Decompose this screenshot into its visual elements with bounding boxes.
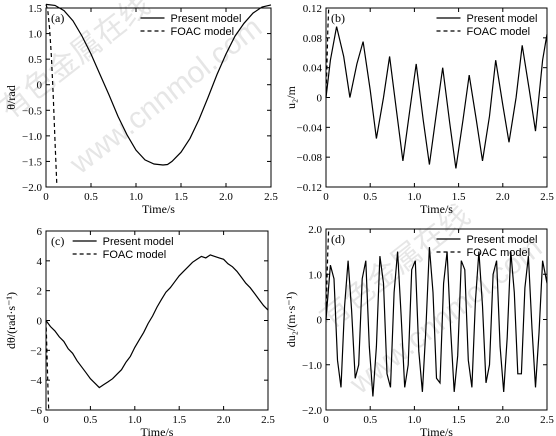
y-tick-label: 0.5 <box>28 54 42 66</box>
x-tick-label: 0.5 <box>84 414 98 426</box>
x-tick-label: 0 <box>323 191 329 203</box>
legend-entry-present-model: Present model <box>467 13 538 25</box>
legend-entry-foac-model: FOAC model <box>467 247 531 259</box>
y-axis-label: u₂/m <box>284 85 298 109</box>
y-tick-label: 1.0 <box>28 29 42 41</box>
y-tick-label: −2.0 <box>22 182 42 194</box>
y-tick-label: 4 <box>37 256 43 268</box>
y-tick-label: 0.08 <box>303 33 323 45</box>
y-tick-label: −0.12 <box>297 182 322 194</box>
y-tick-label: 1.0 <box>308 269 322 281</box>
x-tick-label: 0.5 <box>84 191 98 203</box>
y-tick-label: 2.0 <box>308 224 322 236</box>
x-tick-label: 1.5 <box>452 191 466 203</box>
x-tick-label: 0.5 <box>363 414 377 426</box>
x-tick-label: 0.5 <box>363 191 377 203</box>
x-tick-label: 2.5 <box>540 414 554 426</box>
y-tick-label: 0 <box>317 315 323 327</box>
legend-entry-foac-model: FOAC model <box>171 26 235 38</box>
x-axis-label: Time/s <box>420 425 453 436</box>
panel-label: (a) <box>51 11 64 25</box>
x-tick-label: 0 <box>323 414 329 426</box>
legend-entry-present-model: Present model <box>103 236 174 248</box>
y-tick-label: 0 <box>37 316 43 328</box>
y-tick-label: −4 <box>30 375 42 387</box>
series-line-present-model <box>45 3 272 166</box>
x-tick-label: 1.5 <box>174 191 188 203</box>
x-tick-label: 2.5 <box>264 191 278 203</box>
chart-panel-4: 0 0.5 1.0 1.5 2.0 2.5 2.0 1.0 0 −1.0 −2.0 Time/s du₂… <box>284 224 554 436</box>
y-tick-label: −0.08 <box>297 152 323 164</box>
y-tick-label: 2 <box>37 286 43 298</box>
x-tick-label: 1.0 <box>128 414 142 426</box>
x-tick-label: 2.0 <box>496 414 510 426</box>
y-tick-label: 6 <box>37 226 43 238</box>
x-tick-label: 1.0 <box>129 191 143 203</box>
series-line-foac-model <box>45 4 58 185</box>
panel-label: (b) <box>331 11 345 25</box>
panel-label: (d) <box>331 232 345 246</box>
x-tick-label: 1.0 <box>408 191 422 203</box>
x-tick-label: 2.5 <box>261 414 275 426</box>
x-tick-label: 0 <box>43 414 49 426</box>
chart-panel-1: 0 0.5 1.0 1.5 2.0 2.5 1.5 1.0 0.5 0 −0.5 −1.0 −1.5 −2… <box>4 3 278 216</box>
x-axis-label: Time/s <box>141 425 174 436</box>
y-tick-label: −0.5 <box>22 105 42 117</box>
x-tick-label: 2.0 <box>219 191 233 203</box>
legend-entry-foac-model: FOAC model <box>103 249 167 261</box>
y-tick-label: 1.5 <box>28 3 42 15</box>
y-tick-label: −1.0 <box>302 360 322 372</box>
y-axis-label: du₂/(m·s⁻¹) <box>284 292 298 347</box>
x-tick-label: 0 <box>43 191 49 203</box>
series-line-present-model <box>325 26 548 169</box>
chart-panel-2: 0 0.5 1.0 1.5 2.0 2.5 0.12 0.08 0.04 0 −0.04 −0.08 −… <box>284 3 554 216</box>
x-tick-label: 2.0 <box>496 191 510 203</box>
x-axis-label: Time/s <box>420 202 453 216</box>
x-axis-label: Time/s <box>142 202 175 216</box>
y-tick-label: −1.0 <box>22 131 42 143</box>
panels: 0 0.5 1.0 1.5 2.0 2.5 1.5 1.0 0.5 0 −0.5 −1.0 −1.5 −2… <box>4 3 554 436</box>
y-tick-label: −0.04 <box>297 122 323 134</box>
y-tick-label: 0.04 <box>303 63 323 75</box>
y-tick-label: −1.5 <box>22 156 42 168</box>
series-line-present-model <box>45 254 269 389</box>
chart-panel-3: 0 0.5 1.0 1.5 2.0 2.5 6 4 2 0 −2 −4 −6 Time/s dθ/(rad·… <box>4 226 275 436</box>
y-tick-label: −2.0 <box>302 405 322 417</box>
y-tick-label: −6 <box>30 405 42 417</box>
y-tick-label: −2 <box>30 345 42 357</box>
legend-entry-foac-model: FOAC model <box>467 26 531 38</box>
legend-entry-present-model: Present model <box>171 13 242 25</box>
x-tick-label: 2.5 <box>540 191 554 203</box>
x-tick-label: 1.0 <box>408 414 422 426</box>
series-line-foac-model <box>325 228 330 320</box>
axes-frame <box>45 7 272 188</box>
panel-label: (c) <box>51 234 64 248</box>
y-axis-label: dθ/(rad·s⁻¹) <box>4 292 18 349</box>
y-tick-label: 0 <box>317 93 323 105</box>
x-tick-label: 1.5 <box>172 414 186 426</box>
x-tick-label: 1.5 <box>452 414 466 426</box>
y-tick-label: 0.12 <box>303 3 322 15</box>
x-tick-label: 2.0 <box>217 414 231 426</box>
legend-entry-present-model: Present model <box>467 234 538 246</box>
series-line-present-model <box>325 247 548 397</box>
y-axis-label: θ/rad <box>4 85 18 109</box>
y-tick-label: 0 <box>37 80 43 92</box>
